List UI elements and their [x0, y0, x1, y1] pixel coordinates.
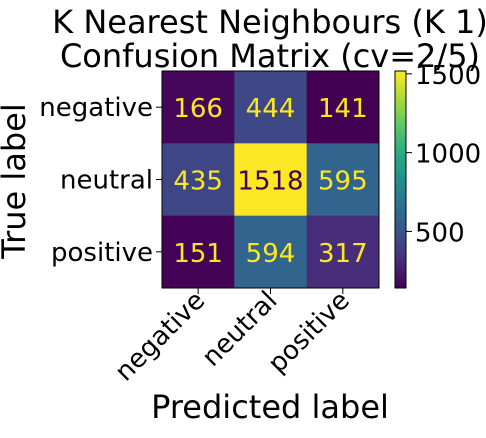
y-axis-label: True label: [0, 103, 33, 260]
colorbar-tick-label: 1500: [415, 61, 481, 91]
matrix-cell: [306, 71, 380, 144]
cell-value-label: 595: [318, 166, 368, 196]
x-tick-label: negative: [109, 286, 211, 388]
cell-value-label: 166: [173, 94, 223, 124]
matrix-cells: 166 444 141 435 1518 595 151 594 317: [162, 71, 380, 289]
matrix-cell: [306, 143, 380, 217]
cell-value-label: 444: [246, 94, 296, 124]
y-tick-label: neutral: [60, 165, 153, 195]
matrix-cell: [162, 215, 235, 289]
chart-title-line-1: K Nearest Neighbours (K 1): [52, 3, 486, 41]
chart-title: K Nearest Neighbours (K 1) Confusion Mat…: [52, 3, 486, 75]
colorbar-ticks: 500 1000 1500: [406, 61, 481, 248]
colorbar-tick-label: 500: [415, 218, 465, 248]
cell-value-label: 317: [318, 239, 368, 269]
y-tick-label: negative: [39, 93, 153, 123]
cell-value-label: 141: [318, 94, 368, 124]
colorbar: [394, 70, 407, 289]
cell-value-label: 151: [173, 239, 223, 269]
matrix-cell: [162, 71, 235, 144]
colorbar-tick-label: 1000: [415, 140, 481, 170]
cell-value-label: 435: [173, 166, 223, 196]
chart-title-line-2: Confusion Matrix (cv=2/5): [60, 37, 480, 75]
matrix-cell: [162, 143, 235, 217]
cell-value-label: 1518: [237, 166, 303, 196]
y-tick-label: positive: [51, 238, 153, 268]
matrix-cell: [306, 215, 380, 289]
x-axis-label: Predicted label: [151, 388, 389, 426]
y-axis-ticks: negative neutral positive: [39, 93, 162, 268]
matrix-cell: [234, 143, 308, 217]
matrix-cell: [234, 215, 308, 289]
cell-value-label: 594: [246, 239, 296, 269]
matrix-cell: [234, 71, 308, 144]
x-tick-label: positive: [262, 286, 355, 379]
